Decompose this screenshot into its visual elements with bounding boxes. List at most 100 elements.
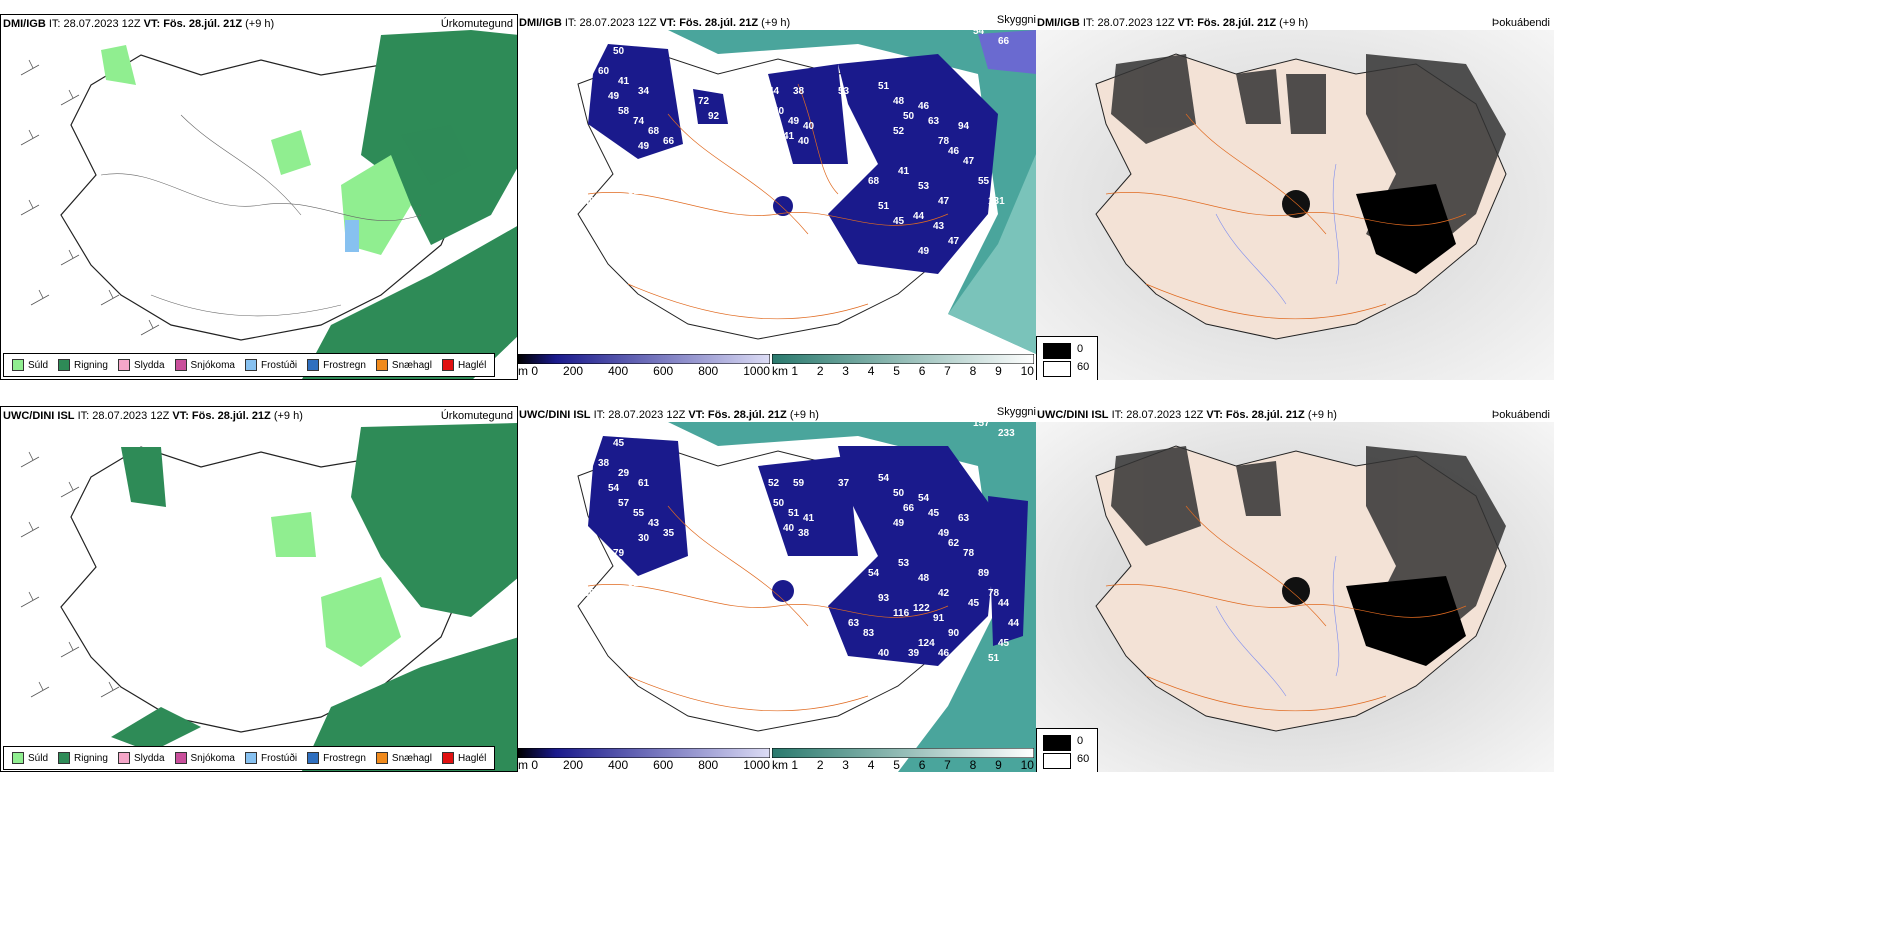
cloud-base-label: 68: [868, 176, 880, 187]
cloud-base-label: 41: [783, 131, 795, 142]
cloud-base-label: 48: [918, 573, 930, 584]
panel-title-cloud-top: DMI/IGB IT: 28.07.2023 12Z VT: Fös. 28.j…: [519, 17, 791, 29]
cloud-base-label: 55: [978, 176, 990, 187]
legend-item: Snjókoma: [174, 752, 235, 764]
cloud-base-label: 43: [933, 221, 945, 232]
legend-item: Snjókoma: [174, 359, 235, 371]
cloud-base-label: 49: [918, 246, 930, 257]
cloud-base-label: 58: [618, 106, 630, 117]
cloud-base-label: 51: [988, 653, 1000, 664]
legend-item: Haglél: [441, 752, 486, 764]
cloud-panel-bottom: 45 38 29 61 54 57 55 43 35 30 45 41 43 52 59 50 51 41 40 38…: [518, 406, 1036, 772]
cloud-base-label: 40: [798, 136, 810, 147]
legend-item: Rigning: [58, 752, 108, 764]
cloud-base-label: 44: [913, 211, 925, 222]
cloud-base-label: 233: [998, 428, 1015, 439]
cloud-base-label: 51: [628, 186, 640, 197]
cloud-base-label: 63: [928, 116, 940, 127]
cloud-base-label: 92: [708, 111, 720, 122]
cloud-base-label: 40: [878, 648, 890, 659]
cloud-base-label: 74: [633, 116, 645, 127]
cloud-base-label: 94: [958, 121, 970, 132]
cloud-base-label: 46: [918, 101, 930, 112]
cloud-base-label: 47: [948, 236, 960, 247]
cloud-base-label: 54: [918, 493, 930, 504]
cloud-base-label: 78: [963, 548, 975, 559]
cloud-base-label: 49: [858, 156, 870, 167]
cloud-base-label: 45: [668, 563, 680, 574]
cloud-base-label: 93: [878, 593, 890, 604]
legend-item: Snæhagl: [375, 752, 432, 764]
rain-areas: [302, 30, 517, 379]
cloud-base-label: 50: [773, 498, 785, 509]
cloud-base-label: 42: [938, 588, 950, 599]
legend-item: Haglél: [441, 359, 486, 371]
cloud-base-label: 46: [668, 171, 680, 182]
cloud-base-label: 41: [803, 513, 815, 524]
cloud-base-label: 54: [608, 483, 620, 494]
cloud-base-label: 92: [628, 578, 640, 589]
visibility-scale-top: km 1 2 3 4 5 6 7 8 9 10: [772, 354, 1036, 378]
legend-item: Súld: [12, 752, 48, 764]
cloud-base-label: 124: [918, 638, 935, 649]
panel-name-fog-top: Þokuábendi: [1491, 17, 1550, 29]
cloud-base-label: 54: [878, 473, 890, 484]
cloud-base-label: 60: [598, 66, 610, 77]
cloud-base-label: 63: [818, 608, 830, 619]
cloud-base-label: 68: [648, 126, 660, 137]
cloud-base-label: 83: [863, 628, 875, 639]
cloud-base-label: 50: [893, 488, 905, 499]
cloud-base-label: 49: [893, 518, 905, 529]
cloud-base-label: 39: [908, 648, 920, 659]
cloud-base-label: 50: [903, 111, 915, 122]
cloud-base-label: 41: [698, 488, 710, 499]
roads: [1105, 505, 1467, 712]
cloud-base-label: 136: [578, 588, 595, 599]
panel-title-fog-top: DMI/IGB IT: 28.07.2023 12Z VT: Fös. 28.j…: [1037, 17, 1309, 29]
legend-item: Rigning: [58, 359, 108, 371]
cloud-base-label: 79: [613, 548, 625, 559]
cloud-base-label: 38: [793, 86, 805, 97]
precip-map-bottom: [1, 407, 517, 771]
cloud-base-label: 47: [963, 156, 975, 167]
cloud-base-label: 41: [898, 166, 910, 177]
panel-name-precip-top: Úrkomutegund: [440, 18, 513, 30]
cloud-base-label: 157: [973, 418, 990, 429]
cloudbase-scale-bottom: m 0 200 400 600 800 1000: [518, 748, 778, 772]
panel-name-cloud-top: Skyggni: [996, 14, 1036, 26]
cloud-base-label: 37: [838, 478, 850, 489]
cloud-base-label: 30: [638, 533, 650, 544]
legend-item: Frostregn: [307, 359, 366, 371]
cloud-base-label: 49: [638, 141, 650, 152]
cloud-base-label: 51: [788, 508, 800, 519]
cloud-base-label: 44: [768, 86, 780, 97]
cloud-panel-top: 50 60 41 34 49 58 74 68 66 49 46 72 92 44 38 40 49 40 41 40…: [518, 14, 1036, 380]
cloud-base-label: 49: [938, 528, 950, 539]
cloud-base-label: 41: [828, 638, 840, 649]
cloud-base-label: 40: [773, 106, 785, 117]
cloud-base-label: 66: [903, 503, 915, 514]
legend-item: Frostúði: [244, 752, 297, 764]
cloud-base-label: 140: [578, 196, 595, 207]
fog-legend-top: 0 60: [1036, 336, 1098, 380]
cloud-base-label: 17: [613, 156, 625, 167]
cloud-base-label: 66: [998, 36, 1010, 47]
cloud-base-label: 91: [933, 613, 945, 624]
cloud-base-label: 71: [858, 548, 870, 559]
cloud-base-label: 57: [618, 498, 630, 509]
cloud-base-label: 131: [988, 196, 1005, 207]
rivers: [1215, 555, 1340, 697]
cloud-base-label: 49: [608, 91, 620, 102]
cloudbase-scale-top: m 0 200 400 600 800 1000: [518, 354, 778, 378]
cloud-base-label: 72: [698, 96, 710, 107]
cloud-base-label: 54: [868, 568, 880, 579]
precip-legend-top: Súld Rigning Slydda Snjókoma Frostúði Fr…: [3, 353, 496, 377]
rivers: [1215, 163, 1340, 305]
cloud-base-label: 59: [793, 478, 805, 489]
cloud-base-label: 38: [598, 458, 610, 469]
roads: [587, 505, 949, 712]
cloud-base-label: 62: [948, 538, 960, 549]
